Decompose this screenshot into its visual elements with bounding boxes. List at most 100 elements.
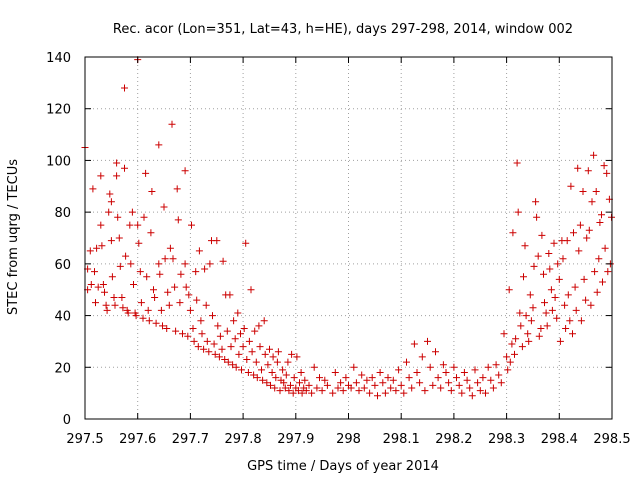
- x-tick-label: 297.6: [119, 432, 156, 447]
- data-point: [437, 384, 445, 392]
- data-point: [495, 371, 503, 379]
- data-point: [455, 381, 463, 389]
- data-point: [116, 262, 124, 270]
- data-point: [119, 304, 127, 312]
- data-point: [200, 345, 208, 353]
- data-point: [145, 317, 153, 325]
- data-point: [551, 294, 559, 301]
- data-point: [368, 374, 376, 382]
- data-point: [218, 345, 226, 353]
- data-point: [447, 387, 455, 395]
- data-point: [113, 172, 121, 180]
- x-tick-label: 298.5: [593, 432, 630, 447]
- data-point: [334, 384, 342, 392]
- data-point: [509, 229, 517, 237]
- data-point: [134, 221, 142, 229]
- data-point: [261, 350, 269, 358]
- data-point: [289, 389, 297, 397]
- data-point: [500, 330, 508, 338]
- data-point: [164, 288, 172, 296]
- data-point: [271, 384, 279, 392]
- data-point: [329, 389, 337, 397]
- data-point: [110, 294, 118, 301]
- data-point: [293, 353, 301, 361]
- data-point: [282, 371, 290, 379]
- data-point: [248, 348, 256, 356]
- data-point: [590, 151, 598, 159]
- data-point: [571, 283, 579, 291]
- data-point: [389, 376, 397, 384]
- data-point: [165, 301, 173, 309]
- data-point: [534, 252, 542, 260]
- data-point: [266, 345, 273, 353]
- x-tick-label: 297.9: [277, 432, 314, 447]
- x-tick-label: 298: [336, 432, 361, 447]
- data-point: [268, 369, 276, 376]
- data-point: [288, 350, 296, 358]
- data-point: [227, 343, 235, 351]
- data-point: [234, 309, 242, 317]
- data-point: [584, 167, 592, 175]
- data-point: [331, 369, 339, 376]
- data-point: [114, 213, 122, 221]
- data-point: [172, 327, 180, 335]
- data-point: [152, 319, 160, 327]
- data-point: [323, 381, 331, 389]
- data-point: [221, 356, 229, 363]
- data-point: [284, 358, 292, 366]
- data-point: [596, 219, 604, 226]
- data-point: [366, 389, 374, 397]
- data-point: [577, 317, 585, 325]
- data-point: [580, 275, 588, 283]
- data-point: [126, 221, 134, 229]
- data-point: [136, 268, 144, 276]
- data-point: [538, 231, 546, 239]
- data-point: [583, 234, 591, 242]
- x-tick-label: 297.7: [172, 432, 209, 447]
- data-point: [503, 353, 511, 361]
- data-point: [97, 221, 105, 229]
- data-point: [511, 350, 518, 358]
- data-point: [280, 379, 288, 387]
- data-point: [166, 244, 174, 252]
- data-points: [81, 56, 615, 400]
- data-point: [107, 198, 115, 206]
- data-point: [570, 229, 577, 237]
- data-point: [550, 239, 558, 247]
- data-point: [206, 260, 214, 268]
- data-point: [256, 343, 264, 351]
- data-point: [235, 350, 243, 358]
- data-point: [124, 309, 132, 317]
- data-point: [572, 306, 580, 314]
- data-point: [209, 312, 216, 320]
- data-point: [229, 361, 237, 369]
- data-point: [576, 221, 584, 229]
- data-point: [130, 281, 137, 288]
- data-point: [563, 237, 571, 245]
- data-point: [128, 208, 136, 216]
- data-point: [545, 250, 553, 257]
- data-point: [352, 379, 360, 387]
- data-point: [524, 330, 532, 338]
- data-point: [458, 389, 466, 397]
- data-point: [588, 198, 596, 206]
- data-point: [238, 366, 245, 374]
- data-point: [522, 312, 530, 320]
- data-point: [567, 182, 575, 190]
- data-point: [564, 291, 572, 299]
- data-point: [453, 374, 460, 382]
- data-point: [592, 188, 600, 195]
- data-point: [185, 291, 193, 299]
- data-point: [518, 343, 526, 351]
- data-point: [137, 299, 145, 307]
- data-point: [198, 330, 206, 338]
- data-point: [115, 234, 123, 242]
- data-point: [379, 379, 387, 387]
- data-point: [216, 332, 224, 340]
- data-point: [151, 294, 159, 301]
- data-point: [251, 327, 259, 335]
- data-point: [184, 332, 192, 340]
- data-point: [434, 374, 442, 382]
- data-point: [121, 164, 128, 172]
- data-point: [101, 288, 108, 296]
